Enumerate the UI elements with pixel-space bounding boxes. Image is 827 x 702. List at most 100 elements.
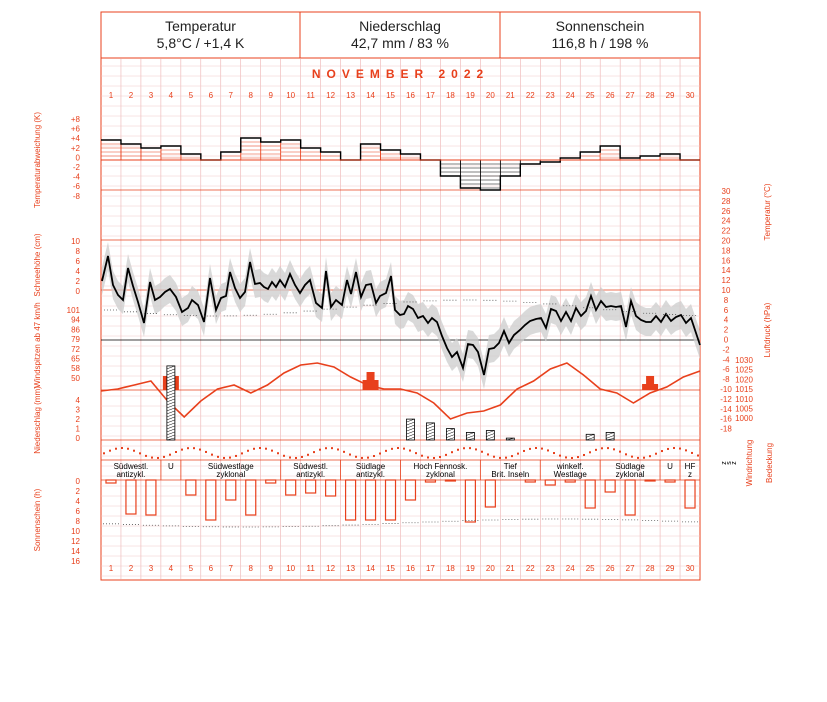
cloud-cover-dot [313, 451, 315, 454]
temperature-tick: 2 [724, 326, 729, 335]
weather-pattern-label-2: antizykl. [116, 470, 145, 479]
day-label-top: 26 [606, 91, 615, 100]
day-label-top: 7 [229, 91, 234, 100]
precipitation-hatch [166, 410, 175, 415]
day-label-bottom: 8 [249, 564, 254, 573]
weather-pattern-label: winkelf. [556, 462, 584, 471]
cloud-cover-dot [619, 450, 621, 453]
precipitation-hatch [406, 430, 415, 435]
cloud-cover-dot [487, 453, 489, 456]
cloud-cover-dot [661, 450, 663, 453]
day-label-bottom: 13 [346, 564, 355, 573]
precipitation-hatch [166, 374, 175, 379]
precipitation-hatch [506, 437, 515, 441]
sunshine-bar [604, 479, 616, 493]
cloud-cover-dot [103, 452, 105, 455]
cloud-cover-dot [541, 447, 543, 450]
precipitation-hatch [606, 438, 615, 441]
wind-direction-mark: s [726, 461, 733, 465]
precipitation-hatch [166, 398, 175, 403]
precipitation-hatch [166, 392, 175, 397]
temperature-tick: 14 [722, 266, 731, 275]
precipitation-bar [585, 433, 595, 441]
day-label-bottom: 10 [286, 564, 295, 573]
precipitation-hatch [166, 377, 175, 382]
snow-depth-axis-label: Schneehöhe (cm) [33, 233, 42, 296]
wind-gust-bar [646, 376, 655, 390]
temperature-tick: -14 [720, 405, 732, 414]
temperature-axis-label: Temperatur (°C) [763, 183, 772, 240]
cloud-cover-dot [109, 449, 111, 452]
cloud-cover-dot [529, 447, 531, 450]
day-label-top: 13 [346, 91, 355, 100]
temp-anomaly-bar [300, 147, 321, 161]
temp-anomaly-tick: 0 [76, 153, 81, 162]
cloud-cover-dot [217, 455, 219, 458]
day-label-top: 19 [466, 91, 475, 100]
temp-anomaly-bar [280, 139, 302, 161]
sunshine-bar [185, 479, 197, 496]
temp-anomaly-bar [100, 139, 122, 161]
precipitation-title: Niederschlag [359, 18, 441, 34]
precipitation-hatch [606, 432, 615, 436]
day-label-bottom: 6 [209, 564, 214, 573]
cloud-cover-dot [319, 448, 321, 451]
precipitation-hatch [486, 430, 495, 434]
temperature-value: 5,8°C / +1,4 K [156, 35, 245, 51]
wind-direction-mark: z [721, 461, 728, 465]
cloud-cover-dot [361, 456, 363, 459]
sunshine-bar [524, 479, 536, 483]
cloud-cover-dot [391, 447, 393, 450]
cloud-cover-dot [697, 454, 699, 457]
wind-gust-tick: 65 [71, 355, 80, 364]
sunshine-bar [484, 479, 496, 508]
precipitation-tick: 2 [76, 415, 81, 424]
temp-anomaly-bar [260, 141, 282, 161]
cloud-cover-dot [637, 456, 639, 459]
cloud-cover-dot [223, 456, 225, 459]
cloud-cover-dot [229, 456, 231, 459]
cloud-cover-dot [127, 447, 129, 450]
precipitation-hatch [446, 434, 455, 438]
precipitation-hatch [466, 435, 475, 439]
precipitation-hatch [446, 437, 455, 441]
sunshine-tick: 16 [71, 557, 80, 566]
pressure-axis-label: Luftdruck (hPa) [763, 302, 772, 357]
cloud-cover-dot [271, 449, 273, 452]
day-label-bottom: 2 [129, 564, 134, 573]
cloud-cover-dot [139, 452, 141, 455]
cloud-cover-dot [181, 448, 183, 451]
weather-pattern-label: HF [685, 462, 696, 471]
snow-depth-tick: 2 [76, 277, 81, 286]
cloud-cover-dot [115, 447, 117, 450]
precipitation-bar [465, 431, 475, 441]
precipitation-hatch [426, 428, 435, 433]
day-label-bottom: 15 [386, 564, 395, 573]
day-label-bottom: 28 [646, 564, 655, 573]
temp-anomaly-outline [101, 137, 700, 191]
cloud-cover-dot [157, 456, 159, 459]
precipitation-summary: Niederschlag 42,7 mm / 83 % [300, 12, 500, 58]
cloud-cover-dot [691, 451, 693, 454]
cloud-cover-dot [343, 450, 345, 453]
cloud-cover-dot [253, 447, 255, 450]
day-label-bottom: 4 [169, 564, 174, 573]
cloud-cover-dot [679, 447, 681, 450]
cloud-cover-dot [373, 455, 375, 458]
cloud-cover-dot [175, 451, 177, 454]
cloud-cover-dot [565, 456, 567, 459]
cloud-cover-dot [673, 447, 675, 450]
cloud-cover-dot [499, 456, 501, 459]
sunshine-bar [305, 479, 317, 494]
temp-anomaly-tick: -2 [73, 163, 81, 172]
temp-anomaly-bar [380, 149, 401, 161]
precipitation-hatch [166, 407, 175, 412]
cloud-cover-dot [247, 449, 249, 452]
sunshine-bar [225, 479, 237, 501]
cloud-cover-dot [553, 452, 555, 455]
day-label-bottom: 11 [306, 564, 315, 573]
wind-gust-tick: 79 [71, 335, 80, 344]
weather-pattern-label: U [168, 462, 174, 471]
temp-anomaly-tick: +4 [71, 134, 81, 143]
cloud-cover-dot [643, 456, 645, 459]
